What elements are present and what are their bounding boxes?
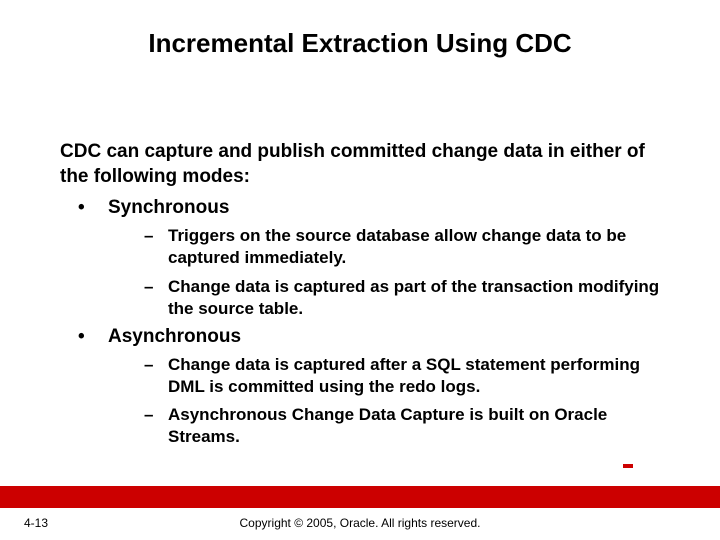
sub-item: Change data is captured after a SQL stat… <box>108 354 660 398</box>
slide: Incremental Extraction Using CDC CDC can… <box>0 0 720 540</box>
sub-list: Triggers on the source database allow ch… <box>108 225 660 319</box>
copyright-text: Copyright © 2005, Oracle. All rights res… <box>0 516 720 530</box>
footer-bar: ORACLE <box>0 486 720 508</box>
sub-list: Change data is captured after a SQL stat… <box>108 354 660 448</box>
sub-item: Triggers on the source database allow ch… <box>108 225 660 269</box>
oracle-logo-text: ORACLE <box>640 459 698 474</box>
bullet-label: Synchronous <box>108 197 229 218</box>
slide-title: Incremental Extraction Using CDC <box>0 0 720 59</box>
sub-item: Change data is captured as part of the t… <box>108 276 660 320</box>
bullet-item: Synchronous Triggers on the source datab… <box>60 197 660 319</box>
oracle-logo-icon <box>620 458 636 474</box>
bullet-list: Synchronous Triggers on the source datab… <box>60 197 660 448</box>
intro-text: CDC can capture and publish committed ch… <box>60 140 660 189</box>
bullet-label: Asynchronous <box>108 326 241 347</box>
oracle-logo: ORACLE <box>620 458 698 474</box>
sub-item: Asynchronous Change Data Capture is buil… <box>108 404 660 448</box>
bullet-item: Asynchronous Change data is captured aft… <box>60 326 660 448</box>
slide-content: CDC can capture and publish committed ch… <box>60 140 660 454</box>
